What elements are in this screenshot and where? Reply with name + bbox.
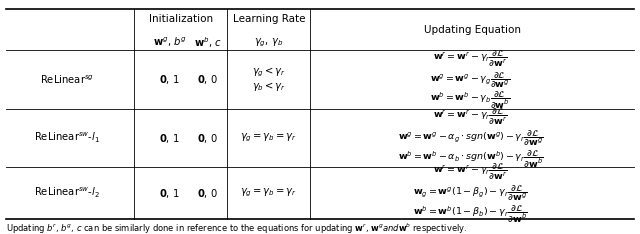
Text: $\gamma_g < \gamma_r$: $\gamma_g < \gamma_r$ — [252, 66, 286, 79]
Text: $\mathbf{0},\, 0$: $\mathbf{0},\, 0$ — [197, 73, 219, 86]
Text: $\mathbf{w}^g,\, b^g$: $\mathbf{w}^g,\, b^g$ — [152, 36, 187, 49]
Text: $\mathrm{ReLinear}^{sw}\text{-}l_1$: $\mathrm{ReLinear}^{sw}\text{-}l_1$ — [34, 131, 100, 145]
Text: $\mathbf{w}^g = \mathbf{w}^g - \gamma_g \dfrac{\partial \mathcal{L}}{\partial \m: $\mathbf{w}^g = \mathbf{w}^g - \gamma_g … — [430, 69, 511, 90]
Text: $\mathbf{w}^r = \mathbf{w}^r - \gamma_r \dfrac{\partial \mathcal{L}}{\partial \m: $\mathbf{w}^r = \mathbf{w}^r - \gamma_r … — [433, 48, 508, 69]
Text: $\mathbf{w}^b = \mathbf{w}^b - \alpha_b \cdot sgn(\mathbf{w}^b) - \gamma_r \dfra: $\mathbf{w}^b = \mathbf{w}^b - \alpha_b … — [397, 148, 543, 170]
Text: $\mathbf{0},\, 0$: $\mathbf{0},\, 0$ — [197, 186, 219, 200]
Text: Updating $b^r$, $b^g$, $c$ can be similarly done in reference to the equations f: Updating $b^r$, $b^g$, $c$ can be simila… — [6, 221, 468, 234]
Text: Learning Rate: Learning Rate — [232, 14, 305, 24]
Text: Initialization: Initialization — [148, 14, 213, 24]
Text: $\mathbf{w}^b = \mathbf{w}^b(1 - \beta_b) - \gamma_r \dfrac{\partial \mathcal{L}: $\mathbf{w}^b = \mathbf{w}^b(1 - \beta_b… — [413, 203, 527, 225]
Text: $\gamma_g = \gamma_b = \gamma_r$: $\gamma_g = \gamma_b = \gamma_r$ — [240, 132, 298, 144]
Text: Updating Equation: Updating Equation — [424, 25, 520, 35]
Text: $\mathbf{w}^r = \mathbf{w}^r - \gamma_r \dfrac{\partial \mathcal{L}}{\partial \m: $\mathbf{w}^r = \mathbf{w}^r - \gamma_r … — [433, 107, 508, 127]
Text: $\mathbf{0},\, 1$: $\mathbf{0},\, 1$ — [159, 186, 180, 200]
Text: $\gamma_g = \gamma_b = \gamma_r$: $\gamma_g = \gamma_b = \gamma_r$ — [240, 187, 298, 199]
Text: $\mathbf{w}^b = \mathbf{w}^b - \gamma_b \dfrac{\partial \mathcal{L}}{\partial \m: $\mathbf{w}^b = \mathbf{w}^b - \gamma_b … — [430, 90, 511, 111]
Text: $\mathbf{w}^r = \mathbf{w}^r - \gamma_r \dfrac{\partial \mathcal{L}}{\partial \m: $\mathbf{w}^r = \mathbf{w}^r - \gamma_r … — [433, 162, 508, 182]
Text: $\mathrm{ReLinear}^{sw}\text{-}l_2$: $\mathrm{ReLinear}^{sw}\text{-}l_2$ — [34, 186, 100, 200]
Text: $\mathbf{0},\, 1$: $\mathbf{0},\, 1$ — [159, 132, 180, 145]
Text: $\mathbf{w}^g = \mathbf{w}^g - \alpha_g \cdot sgn(\mathbf{w}^g) - \gamma_r \dfra: $\mathbf{w}^g = \mathbf{w}^g - \alpha_g … — [397, 128, 543, 148]
Text: $\mathbf{w}_g = \mathbf{w}^g(1 - \beta_g) - \gamma_r \dfrac{\partial \mathcal{L}: $\mathbf{w}_g = \mathbf{w}^g(1 - \beta_g… — [413, 183, 527, 203]
Text: $\mathbf{0},\, 0$: $\mathbf{0},\, 0$ — [197, 132, 219, 145]
Text: $\mathbf{w}^b,\, c$: $\mathbf{w}^b,\, c$ — [194, 35, 222, 50]
Text: $\mathrm{ReLinear}^{sg}$: $\mathrm{ReLinear}^{sg}$ — [40, 73, 94, 86]
Text: $\gamma_b < \gamma_r$: $\gamma_b < \gamma_r$ — [252, 80, 286, 93]
Text: $\mathbf{0},\, 1$: $\mathbf{0},\, 1$ — [159, 73, 180, 86]
Text: $\gamma_g,\, \gamma_b$: $\gamma_g,\, \gamma_b$ — [254, 37, 284, 49]
